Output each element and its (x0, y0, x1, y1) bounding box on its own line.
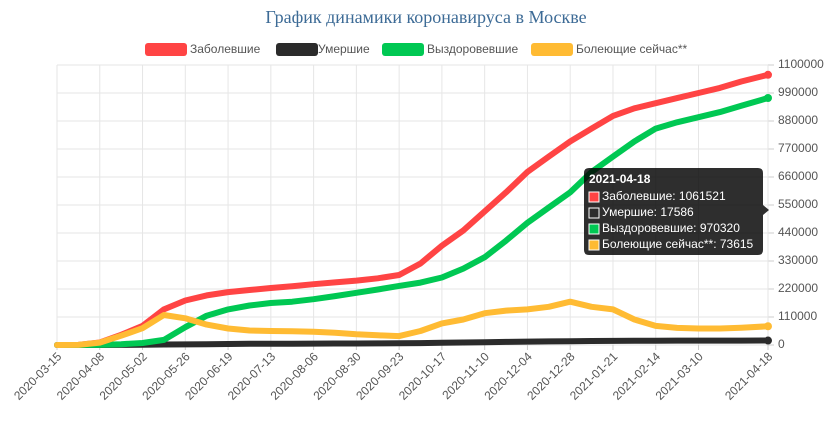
tooltip-swatch (588, 207, 600, 219)
legend-label[interactable]: Выздоровевшие (427, 42, 519, 56)
tooltip-swatch (588, 191, 600, 203)
legend-label[interactable]: Умершие (318, 42, 370, 56)
y-tick-label: 1100000 (778, 57, 824, 71)
point (764, 322, 772, 331)
tooltip-line: Заболевшие: 1061521 (602, 189, 726, 203)
tooltip-swatch (588, 239, 600, 251)
y-tick-label: 660000 (778, 169, 818, 183)
tooltip-title: 2021-04-18 (589, 172, 651, 186)
y-tick-label: 770000 (778, 141, 818, 155)
point (764, 70, 772, 79)
y-tick-label: 440000 (778, 225, 818, 239)
series-line (54, 95, 771, 348)
y-tick-label: 110000 (778, 309, 817, 323)
series-line (54, 71, 771, 348)
tooltip-line: Болеющие сейчас**: 73615 (602, 237, 754, 251)
legend-swatch[interactable] (531, 43, 573, 56)
y-tick-label: 990000 (778, 85, 818, 99)
y-tick-label: 330000 (778, 253, 818, 267)
legend-swatch[interactable] (145, 43, 187, 56)
y-tick-label: 220000 (778, 281, 818, 295)
legend-label[interactable]: Заболевшие (190, 42, 261, 56)
legend-swatch[interactable] (382, 43, 424, 56)
tooltip-box (584, 168, 769, 255)
series-line (54, 337, 771, 348)
legend-swatch[interactable] (276, 43, 318, 56)
tooltip-line: Умершие: 17586 (602, 205, 694, 219)
x-tick-label: 2021-04-18 (722, 349, 776, 403)
legend-label[interactable]: Болеющие сейчас** (576, 42, 688, 56)
tooltip-line: Выздоровевшие: 970320 (602, 221, 740, 235)
y-tick-label: 0 (778, 337, 785, 351)
tooltip-swatch (588, 223, 600, 235)
y-tick-label: 550000 (778, 197, 818, 211)
chart-title: График динамики коронавируса в Москве (265, 7, 586, 27)
y-tick-label: 880000 (778, 113, 818, 127)
point (764, 336, 772, 345)
series-line (54, 298, 771, 348)
point (764, 94, 772, 103)
tooltip: 2021-04-18 Заболевшие: 1061521 Умершие: 17… (584, 168, 769, 255)
